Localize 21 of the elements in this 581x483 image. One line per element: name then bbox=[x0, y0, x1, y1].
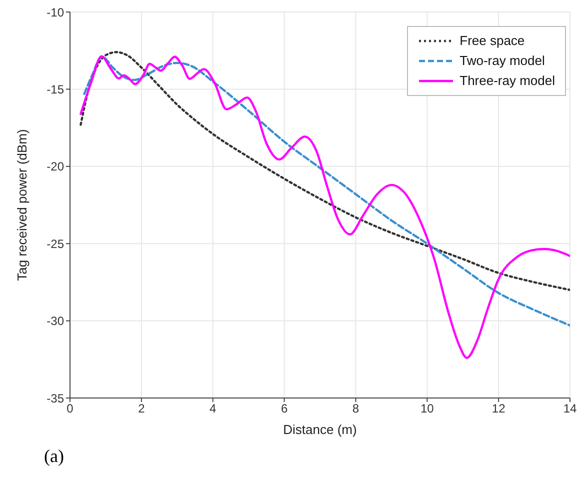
x-tick-label: 12 bbox=[492, 402, 506, 416]
y-tick-label: -35 bbox=[46, 391, 64, 406]
x-tick-label: 6 bbox=[280, 402, 288, 416]
x-tick-label: 8 bbox=[352, 402, 360, 416]
x-tick-label: 14 bbox=[563, 402, 577, 416]
line-series bbox=[80, 51, 570, 292]
text: (a) bbox=[44, 446, 64, 467]
legend-label: Free space bbox=[460, 32, 525, 50]
y-tick-label: -20 bbox=[46, 160, 64, 174]
x-tick-label: 2 bbox=[138, 402, 146, 416]
y-tick-label: -15 bbox=[46, 82, 64, 96]
legend-label: Two-ray model bbox=[460, 52, 545, 70]
y-axis-title: Tag received power (dBm) bbox=[14, 129, 30, 281]
x-axis-title: Distance (m) bbox=[283, 422, 357, 437]
y-tick-label: -30 bbox=[46, 314, 64, 328]
y-tick-label: -25 bbox=[46, 236, 64, 251]
y-tick-label: -10 bbox=[46, 5, 64, 20]
x-tick-label: 10 bbox=[420, 402, 434, 416]
x-tick-label: 4 bbox=[210, 402, 217, 416]
x-tick-label: 0 bbox=[66, 402, 74, 416]
legend-label: Three-ray model bbox=[460, 72, 555, 90]
